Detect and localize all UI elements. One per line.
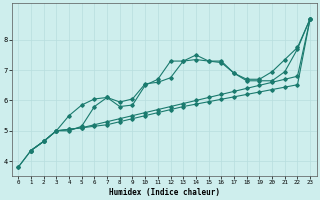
X-axis label: Humidex (Indice chaleur): Humidex (Indice chaleur)	[109, 188, 220, 197]
